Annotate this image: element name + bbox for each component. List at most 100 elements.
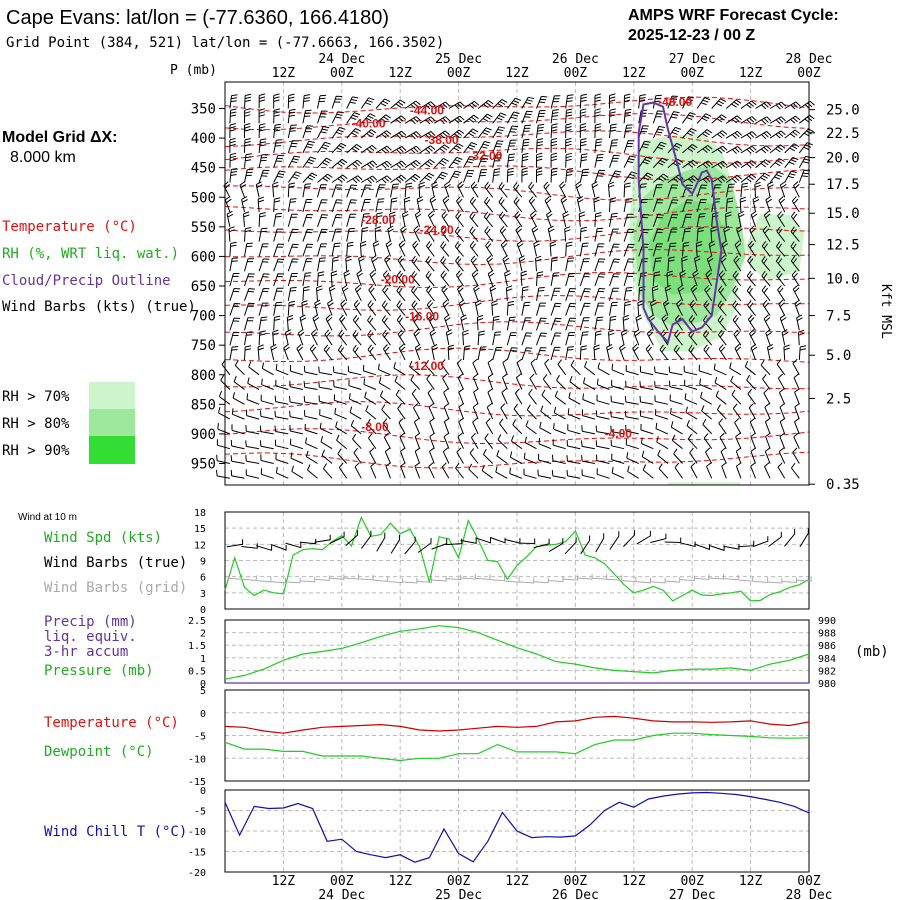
wind-barb [529, 373, 537, 390]
wind-chill-line [224, 791, 810, 863]
wind-barb [609, 273, 620, 287]
wind-barb [594, 288, 606, 301]
wind-barb [317, 228, 328, 242]
wind-barb [455, 462, 464, 479]
wind-barb [779, 181, 787, 198]
wind-barb [594, 123, 602, 139]
pressure-panel-y2tick-label: 980 [818, 679, 836, 690]
wind-barb [375, 145, 392, 154]
wind-barb [667, 184, 679, 198]
wind-barb [565, 346, 574, 361]
wind-barb [390, 115, 407, 124]
wind-barb [487, 269, 495, 287]
wind-barb [319, 409, 333, 420]
wind-barb [387, 225, 394, 242]
time-tick-label: 12Z [622, 874, 646, 889]
wind-barb [246, 393, 260, 405]
wind-barb [317, 110, 328, 124]
surface-wind-barb [784, 529, 796, 547]
wind-barb [429, 432, 435, 449]
wind-barb [565, 257, 575, 272]
wind-barb [731, 389, 742, 405]
wind-barb [702, 330, 713, 346]
wind-barb [287, 108, 296, 124]
wind-barb [260, 410, 274, 420]
wind-barb [258, 123, 266, 139]
wind-barb [241, 196, 248, 213]
wind-barb [521, 347, 533, 361]
wind-barb [747, 314, 756, 331]
wind-barb [258, 154, 268, 168]
surface-wind-barb [580, 535, 591, 555]
wind-barb [594, 258, 606, 272]
wind-barb [766, 344, 774, 361]
pressure-panel-y2tick-label: 982 [818, 666, 836, 677]
surface-wind-barb [504, 538, 521, 544]
time-tick-label: 12Z [739, 874, 763, 889]
wind-barb [575, 181, 582, 198]
wind-barb [429, 195, 437, 213]
kft-tick-label: 22.5 [826, 126, 860, 142]
grid-wind-barb [767, 578, 783, 584]
wind-barb [594, 169, 606, 183]
wind-barb [765, 432, 771, 449]
wind-barb [606, 344, 613, 361]
wind-barb [565, 168, 573, 183]
wind-barb [502, 358, 508, 375]
legend-surface-temperature: Temperature (°C) [44, 715, 179, 731]
temperature-line [224, 715, 810, 734]
wind-barb [463, 155, 476, 168]
wind-barb [390, 145, 407, 154]
wind-barb [429, 329, 437, 346]
wind-barb [764, 403, 771, 420]
wind-barb [244, 153, 252, 168]
wind-barb [418, 181, 425, 198]
wind-barb [640, 423, 654, 435]
wind-barb [244, 302, 255, 316]
wind-barb [547, 225, 555, 242]
wind-barb [261, 378, 274, 390]
wind-barb [289, 380, 304, 390]
wind-barb [797, 329, 805, 346]
wind-barb [553, 423, 566, 435]
wind-barb [463, 142, 478, 154]
wind-barb [426, 373, 435, 390]
wind-barb [656, 436, 669, 450]
wind-barb [317, 141, 331, 154]
legend-cloud-outline: Cloud/Precip Outline [2, 273, 171, 289]
wind-barb [623, 273, 634, 287]
wind-barb [404, 131, 421, 140]
wind-barb [798, 128, 814, 139]
wind-barb [568, 392, 581, 405]
wind-barb [732, 300, 742, 316]
wind-barb [258, 316, 268, 331]
wind-barb [427, 210, 435, 228]
wind-barb [594, 108, 601, 124]
wind-barb [625, 424, 639, 435]
wind-barb [317, 271, 325, 287]
wind-barb [658, 463, 669, 479]
wind-barb [667, 256, 675, 272]
grid-point-label: Grid Point (384, 521) lat/lon = (-77.666… [6, 35, 444, 51]
wind-barb [735, 432, 742, 449]
wind-barb [291, 465, 304, 479]
wind-barb [535, 255, 542, 272]
dewpoint-line [224, 732, 810, 762]
wind-barb [521, 167, 528, 183]
wind-barb [468, 463, 479, 479]
wind-barb [610, 425, 625, 435]
wind-barb [498, 196, 508, 213]
wind-barb [331, 126, 346, 139]
wind-barb [798, 114, 815, 124]
wind-barb [506, 316, 516, 331]
wind-barb [303, 365, 318, 376]
wind-barb [445, 329, 453, 346]
wind-barb [322, 463, 333, 479]
wind-barb [551, 469, 566, 479]
wind-barb [473, 388, 479, 405]
wind-barb [318, 395, 333, 405]
wind-barb [229, 288, 241, 301]
wind-barb [304, 423, 318, 435]
wind-barb [784, 115, 801, 124]
